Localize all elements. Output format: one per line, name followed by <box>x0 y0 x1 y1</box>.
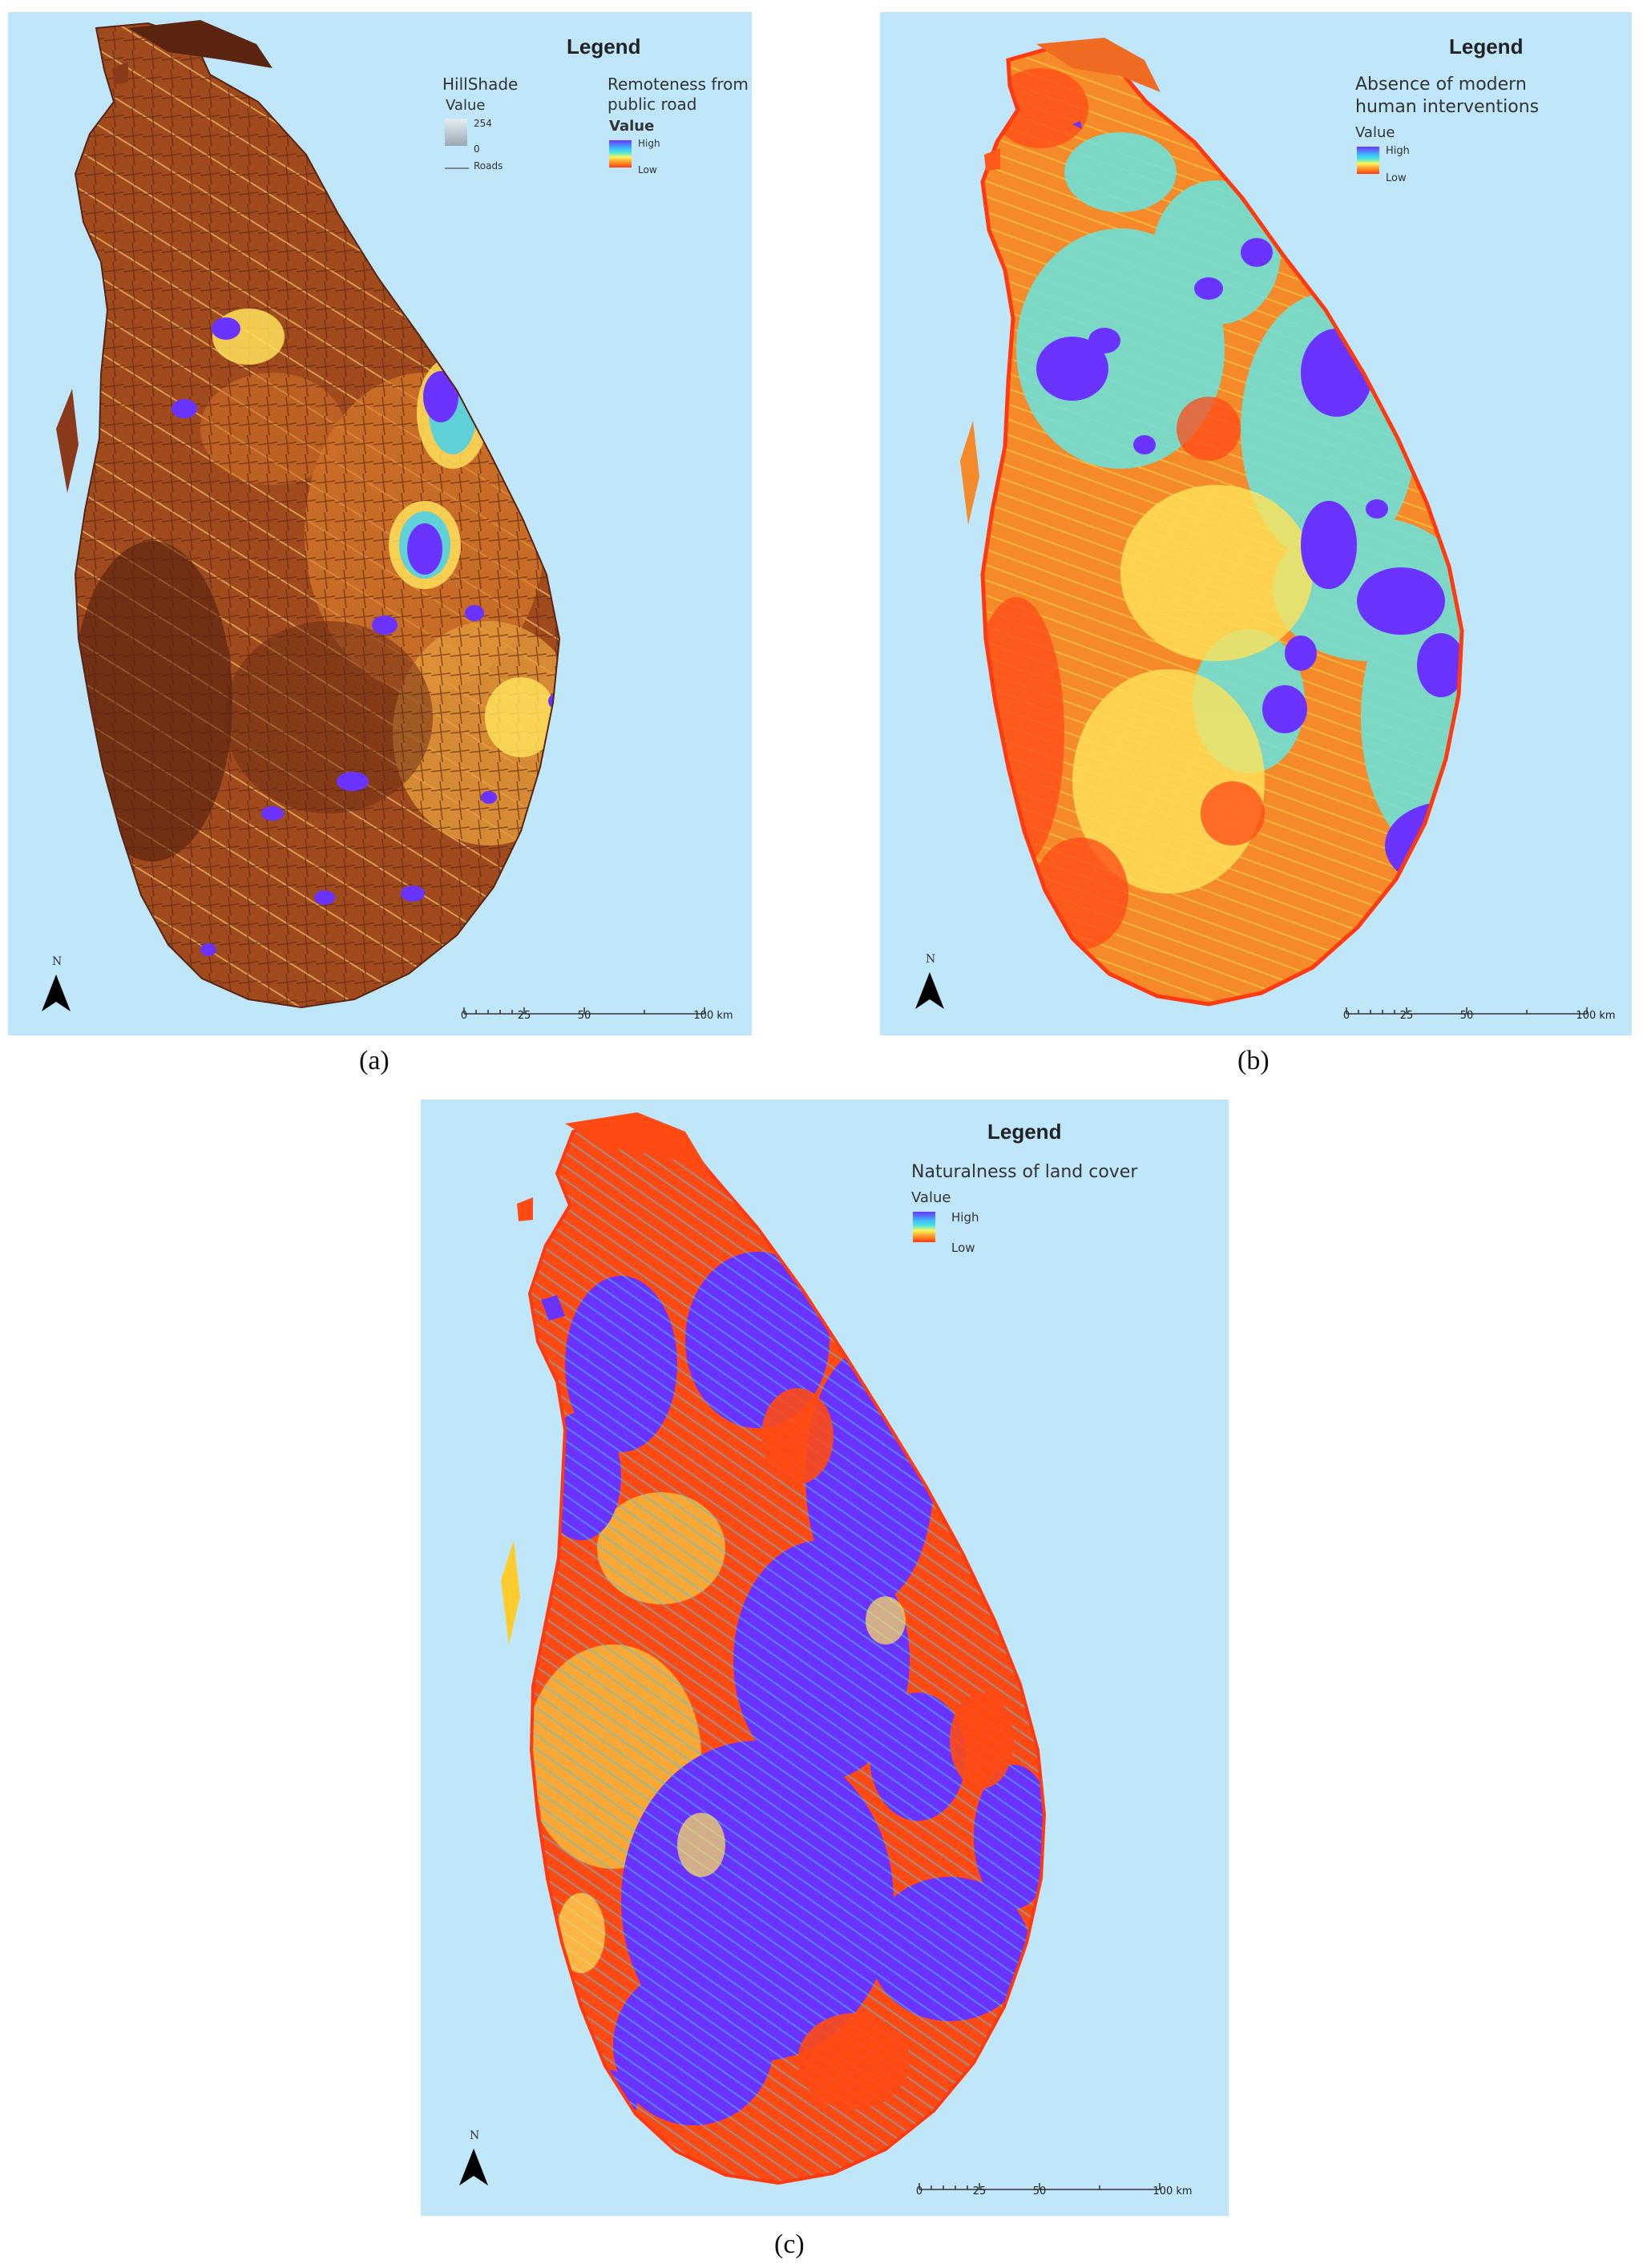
layer-ramp <box>913 1212 935 1242</box>
north-label: N <box>926 953 936 966</box>
north-arrow-icon <box>915 972 944 1009</box>
scale-label-25: 25 <box>517 1010 531 1022</box>
north-label: N <box>52 955 63 968</box>
scale-label-25: 25 <box>972 2185 987 2197</box>
scale-label-100km: 100 km <box>693 1010 733 1022</box>
scale-label-0: 0 <box>460 1010 468 1022</box>
layer-value-label: Value <box>1355 124 1395 141</box>
map-panel-c: Legend Naturalness of land cover Value H… <box>421 1100 1229 2216</box>
map-panel-a: Legend HillShade Value 254 0 Roads Remot… <box>8 12 752 1035</box>
legend-title: Legend <box>567 34 641 59</box>
remoteness-low: Low <box>638 164 657 176</box>
scale-label-50: 50 <box>1032 2185 1047 2197</box>
island-map-remoteness <box>56 20 560 1008</box>
hillshade-ramp <box>445 119 467 146</box>
island-map-human-interventions <box>960 38 1632 1035</box>
scale-bar <box>463 1007 705 1015</box>
north-arrow-icon <box>459 2149 488 2185</box>
scale-label-50: 50 <box>577 1010 591 1022</box>
remoteness-ramp <box>609 140 632 167</box>
legend-title: Legend <box>1449 34 1524 59</box>
layer-title-line1: Absence of modern <box>1355 75 1527 95</box>
roads-label: Roads <box>474 160 503 172</box>
layer-high: High <box>1386 145 1410 157</box>
caption-b: (b) <box>1237 1046 1270 1075</box>
scale-label-0: 0 <box>915 2185 923 2197</box>
hillshade-min: 0 <box>474 143 480 155</box>
layer-high: High <box>951 1210 979 1225</box>
remoteness-value-label: Value <box>609 118 655 135</box>
legend-title: Legend <box>987 1120 1062 1144</box>
layer-low: Low <box>951 1241 975 1255</box>
map-panel-b: Legend Absence of modern human intervent… <box>880 12 1632 1035</box>
scale-label-0: 0 <box>1342 1010 1350 1022</box>
layer-low: Low <box>1386 172 1407 184</box>
scale-label-100km: 100 km <box>1152 2185 1193 2197</box>
caption-a: (a) <box>359 1046 390 1075</box>
hillshade-max: 254 <box>474 118 492 129</box>
hillshade-value-label: Value <box>446 97 486 114</box>
remoteness-title-line2: public road <box>608 95 697 114</box>
scale-label-100km: 100 km <box>1576 1010 1616 1022</box>
scale-bar <box>1346 1007 1588 1015</box>
north-label: N <box>470 2129 480 2142</box>
caption-c: (c) <box>774 2230 805 2259</box>
remoteness-title-line1: Remoteness from <box>608 75 749 94</box>
layer-ramp <box>1357 147 1379 174</box>
remoteness-high: High <box>638 138 660 149</box>
scale-bar <box>918 2183 1161 2190</box>
north-arrow-icon <box>42 975 71 1011</box>
scale-label-25: 25 <box>1399 1010 1414 1022</box>
layer-value-label: Value <box>911 1189 951 1206</box>
layer-title-line2: human interventions <box>1355 97 1540 117</box>
scale-label-50: 50 <box>1459 1010 1474 1022</box>
hillshade-title: HillShade <box>442 75 519 94</box>
island-map-naturalness <box>501 1112 1046 2185</box>
layer-title: Naturalness of land cover <box>911 1162 1138 1182</box>
roads-symbol <box>445 167 469 169</box>
